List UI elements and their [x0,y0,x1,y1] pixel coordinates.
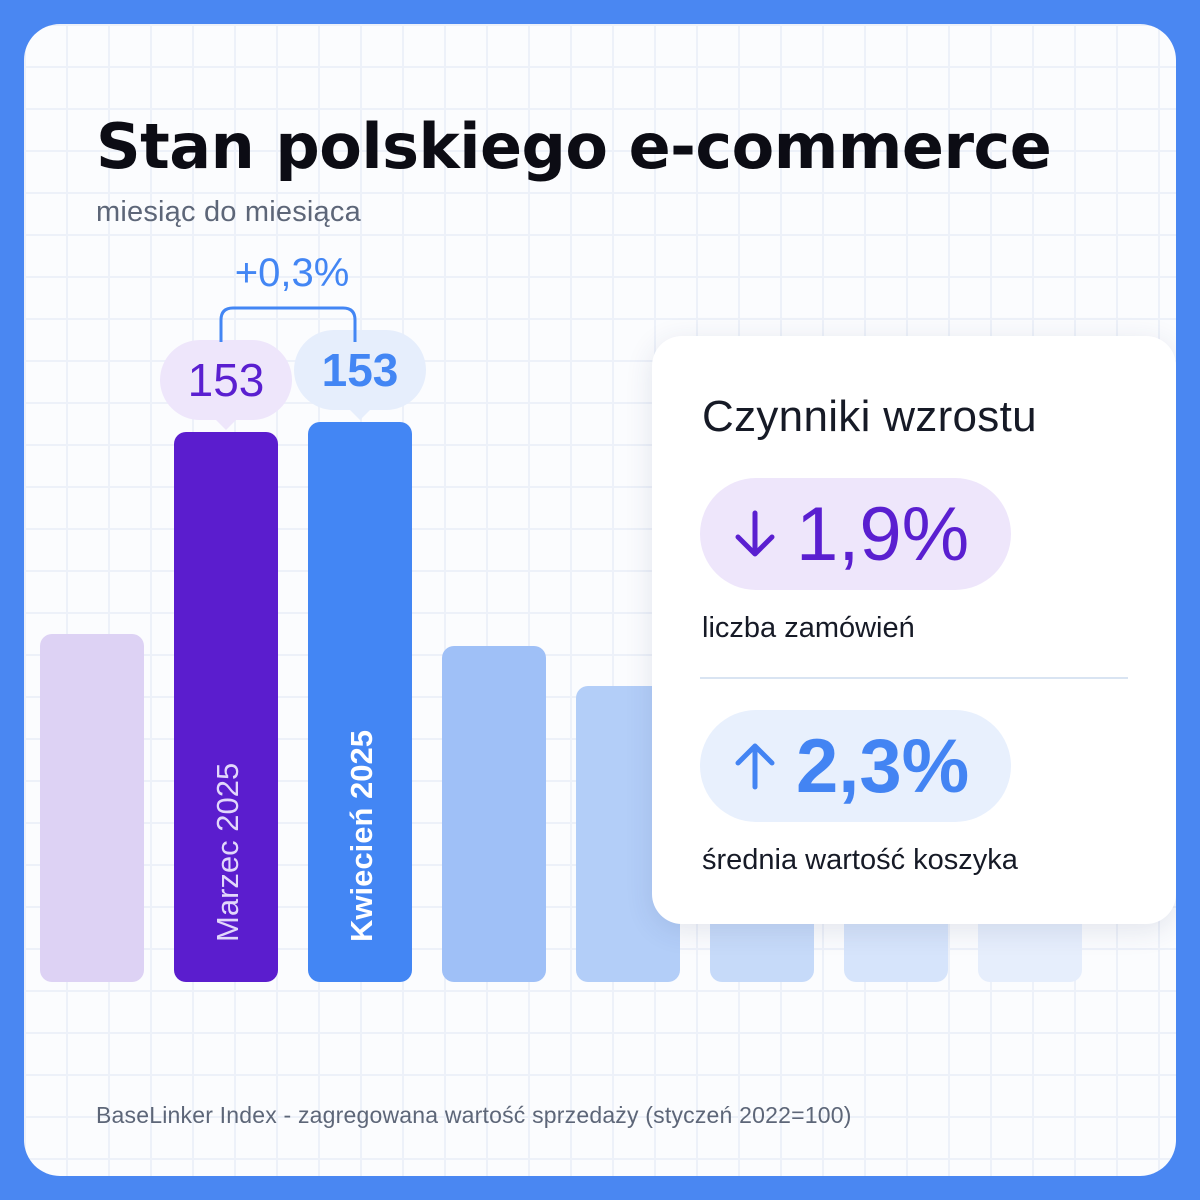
footnote: BaseLinker Index - zagregowana wartość s… [96,1102,852,1128]
bar-context-3 [442,646,546,982]
basket-change-value: 2,3% [796,723,970,809]
bar-april-2025 [308,422,412,982]
bar-context-0 [40,634,144,982]
orders-change-value: 1,9% [796,491,970,577]
bar-march-2025 [174,432,278,982]
change-label: +0,3% [235,251,350,295]
basket-change-label: średnia wartość koszyka [702,844,1018,876]
orders-change-badge: 1,9% [700,478,1012,590]
value-badge-march-2025: 153 [160,340,292,430]
growth-factors-title: Czynniki wzrostu [702,392,1037,441]
growth-factors-card: Czynniki wzrostu 1,9% liczba zamówień 2,… [652,336,1176,924]
change-bracket [219,306,357,342]
infographic-card: Stan polskiego e-commerce miesiąc do mie… [24,24,1176,1176]
bar-label-april-2025: Kwiecień 2025 [344,730,379,942]
arrow-up-icon [735,743,775,790]
value-label: 153 [188,354,265,406]
page-subtitle: miesiąc do miesiąca [96,196,361,228]
orders-change-label: liczba zamówień [702,612,915,644]
basket-change-badge: 2,3% [700,710,1012,822]
page-title: Stan polskiego e-commerce [96,110,1052,183]
value-label: 153 [322,344,399,396]
factor-divider [700,677,1128,679]
arrow-down-icon [735,510,775,557]
bar-label-march-2025: Marzec 2025 [210,763,245,942]
value-badge-april-2025: 153 [294,330,426,420]
